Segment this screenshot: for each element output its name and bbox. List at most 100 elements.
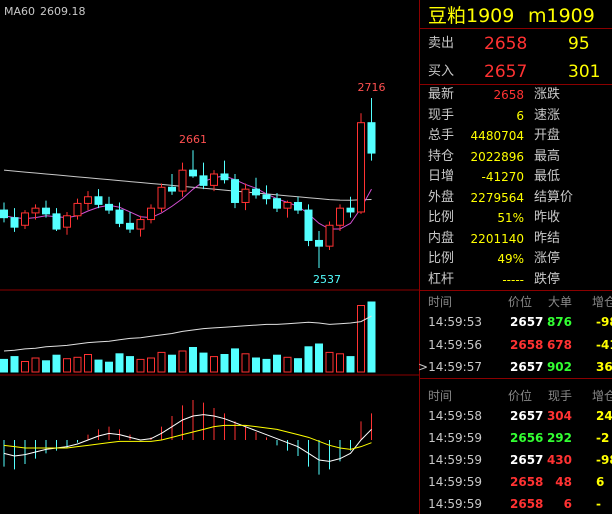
candle-body <box>294 201 302 211</box>
volume-bar <box>315 343 323 373</box>
volume-bar <box>283 356 292 373</box>
volume-bar <box>42 360 50 373</box>
candle-body <box>178 169 187 192</box>
trade-price: 2657 <box>510 360 544 374</box>
stat-value: 2279564 <box>470 190 524 205</box>
candle-body <box>21 212 29 226</box>
stat-label: 开盘 <box>534 128 561 143</box>
stat-value: 2658 <box>493 88 524 102</box>
trade-price: 2658 <box>510 475 544 489</box>
candle-body <box>52 213 61 230</box>
volume-bar <box>147 357 155 373</box>
trade-price: 2657 <box>510 409 544 423</box>
candle-body <box>115 209 124 224</box>
divider <box>420 28 612 29</box>
trade-time: 14:59:56 <box>428 337 482 352</box>
stat-label: 最新 <box>428 87 455 102</box>
stat-value: 49% <box>497 252 524 266</box>
candle-body <box>367 122 376 154</box>
candle-body <box>346 207 355 213</box>
stat-label: 最高 <box>534 148 561 164</box>
volume-bar <box>252 357 260 373</box>
volume-bar <box>304 346 313 373</box>
trade-time: 14:59:53 <box>428 315 482 329</box>
volume-bar <box>0 358 8 373</box>
stat-value: 6 <box>516 108 524 123</box>
stat-label: 最低 <box>534 169 561 184</box>
book-qty: 301 <box>568 62 601 82</box>
candle-body <box>31 207 40 214</box>
trade-time: 14:59:59 <box>428 431 482 445</box>
trade-change: -98 <box>596 315 612 329</box>
volume-bar <box>31 357 40 373</box>
volume-bar <box>136 358 145 373</box>
volume-bar <box>63 358 71 373</box>
column-header: 增仓 <box>592 389 612 403</box>
volume-bar <box>367 301 376 373</box>
stat-label: 结算价 <box>534 189 574 205</box>
trade-change: -98 <box>596 453 612 467</box>
candle-body <box>0 209 8 219</box>
candle-body <box>126 222 134 230</box>
stat-value: -41270 <box>481 170 524 184</box>
column-header: 价位 <box>508 389 533 403</box>
trade-volume: 876 <box>546 315 572 329</box>
stat-label: 比例 <box>428 251 455 266</box>
instrument-code: m1909 <box>528 5 595 27</box>
volume-bar <box>115 353 124 373</box>
instrument-name: 豆粕1909 <box>428 5 515 27</box>
stat-label: 速涨 <box>534 107 561 123</box>
divider <box>420 378 612 379</box>
stat-value: 51% <box>497 211 524 225</box>
volume-bar <box>189 347 197 373</box>
book-qty: 95 <box>568 34 590 54</box>
trade-time: 14:59:59 <box>428 497 482 511</box>
ma-line <box>3 169 372 201</box>
volume-bar <box>157 351 166 373</box>
volume-bar <box>73 356 82 373</box>
ma-value: 2609.18 <box>40 5 86 18</box>
candle-body <box>262 194 271 200</box>
trade-time: 14:59:59 <box>428 475 482 489</box>
candle-body <box>283 201 292 209</box>
column-header: 增仓 <box>592 295 612 309</box>
trade-price: 2657 <box>510 453 544 467</box>
book-price: 2658 <box>484 34 528 54</box>
volume-bar <box>220 354 229 373</box>
stat-value: 2022896 <box>470 149 524 164</box>
ma-label: MA60 <box>4 5 35 18</box>
candle-body <box>189 169 197 177</box>
divider <box>420 290 612 291</box>
stat-label: 涨停 <box>534 251 561 266</box>
trade-volume: 902 <box>546 360 572 374</box>
stat-label: 内盘 <box>428 230 455 246</box>
stat-value: ----- <box>502 272 524 287</box>
candle-body <box>241 188 250 203</box>
volume-bar <box>273 354 281 373</box>
trade-price: 2657 <box>510 315 544 329</box>
low-label: 2537 <box>313 273 341 286</box>
trade-volume: 304 <box>546 409 572 423</box>
dea-line <box>3 424 372 450</box>
volume-bar <box>199 352 208 373</box>
candle-body <box>315 239 323 247</box>
candle-body <box>94 196 103 205</box>
stat-label: 昨收 <box>534 210 561 225</box>
candle-body <box>147 207 155 221</box>
stat-label: 现手 <box>428 107 455 123</box>
candle-body <box>304 209 313 241</box>
stat-label: 外盘 <box>428 189 455 205</box>
candle-body <box>231 179 239 203</box>
volume-bar <box>126 356 134 373</box>
volume-bar <box>336 353 344 373</box>
volume-bar <box>105 361 113 373</box>
volume-bar <box>346 356 355 373</box>
volume-bar <box>10 356 19 373</box>
stat-label: 日增 <box>428 169 455 184</box>
volume-bar <box>210 356 218 373</box>
book-label: 卖出 <box>428 36 455 51</box>
stat-value: 4480704 <box>470 129 524 143</box>
stat-value: 2201140 <box>470 231 524 246</box>
